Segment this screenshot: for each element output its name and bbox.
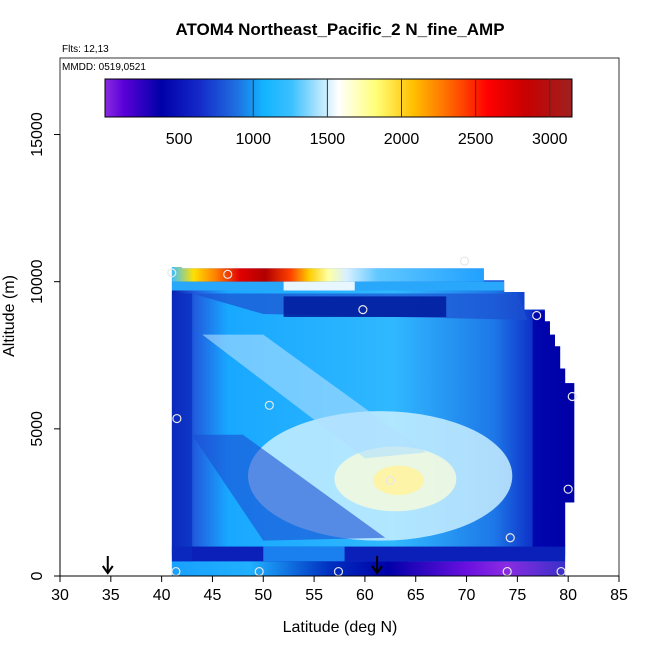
x-tick-label: 40 xyxy=(153,587,171,604)
flights-label: Flts: 12,13 xyxy=(62,44,109,55)
heat-right-edge xyxy=(532,311,575,547)
arrow-head xyxy=(101,565,114,575)
colorbar-tick-label: 2500 xyxy=(458,131,494,148)
arrow-head xyxy=(371,565,383,575)
colorbar-tick-label: 1000 xyxy=(235,131,271,148)
chart-title: ATOM4 Northeast_Pacific_2 N_fine_AMP xyxy=(175,20,504,39)
heat-band xyxy=(202,334,426,459)
sample-point xyxy=(264,400,274,410)
sample-points xyxy=(167,256,577,577)
sample-point xyxy=(567,391,577,402)
y-tick-label: 10000 xyxy=(29,259,46,304)
heat-left-edge xyxy=(171,293,193,562)
colorbar-tick-labels: 500 1000 1500 2000 2500 3000 xyxy=(166,131,568,148)
x-tick-label: 30 xyxy=(51,587,69,604)
colorbar: 500 1000 1500 2000 2500 3000 xyxy=(104,78,573,148)
sample-point xyxy=(532,310,542,321)
x-tick-label: 55 xyxy=(305,587,323,604)
heat-peak xyxy=(373,465,424,496)
heatmap-area xyxy=(171,267,575,576)
sample-point xyxy=(459,256,470,266)
sample-point xyxy=(358,305,368,315)
heat-dark-strip xyxy=(283,296,447,317)
x-tick-label: 45 xyxy=(204,587,222,604)
colorbar-tick-label: 2000 xyxy=(384,131,420,148)
x-tick-label: 80 xyxy=(559,587,577,604)
sample-point xyxy=(385,475,395,485)
y-tick-label: 5000 xyxy=(29,411,46,447)
heat-bottom-row xyxy=(171,561,566,576)
flight-arrows xyxy=(101,556,383,575)
x-axis-label: Latitude (deg N) xyxy=(283,619,398,636)
heat-second-row-bright xyxy=(283,281,355,291)
sample-point xyxy=(172,413,182,424)
colorbar-tick-label: 3000 xyxy=(532,131,568,148)
colorbar-dividers xyxy=(252,79,551,117)
x-tick-label: 50 xyxy=(254,587,272,604)
x-tick-label: 65 xyxy=(407,587,425,604)
y-axis: 0 5000 10000 15000 xyxy=(29,112,61,580)
colorbar-tick-label: 1500 xyxy=(310,131,346,148)
x-tick-label: 70 xyxy=(458,587,476,604)
heat-low-row xyxy=(171,546,569,562)
colorbar-tick-label: 500 xyxy=(166,131,193,148)
sample-point xyxy=(563,484,573,494)
x-tick-label: 75 xyxy=(508,587,526,604)
x-tick-label: 85 xyxy=(610,587,628,604)
sample-point xyxy=(223,269,233,279)
heat-lower-band xyxy=(192,434,386,541)
y-tick-label: 0 xyxy=(29,571,46,580)
x-tick-label: 60 xyxy=(356,587,374,604)
x-tick-label: 35 xyxy=(102,587,120,604)
y-tick-label: 15000 xyxy=(29,112,46,157)
sample-point xyxy=(505,533,515,543)
sample-point xyxy=(167,268,177,278)
x-axis: 30 35 40 45 50 55 60 65 70 75 80 85 xyxy=(51,575,628,604)
y-axis-label: Altitude (m) xyxy=(1,275,18,357)
dates-label: MMDD: 0519,0521 xyxy=(62,62,146,73)
heat-low-row-bright xyxy=(263,546,345,562)
heat-top-row xyxy=(171,267,484,282)
colorbar-gradient xyxy=(104,78,573,118)
